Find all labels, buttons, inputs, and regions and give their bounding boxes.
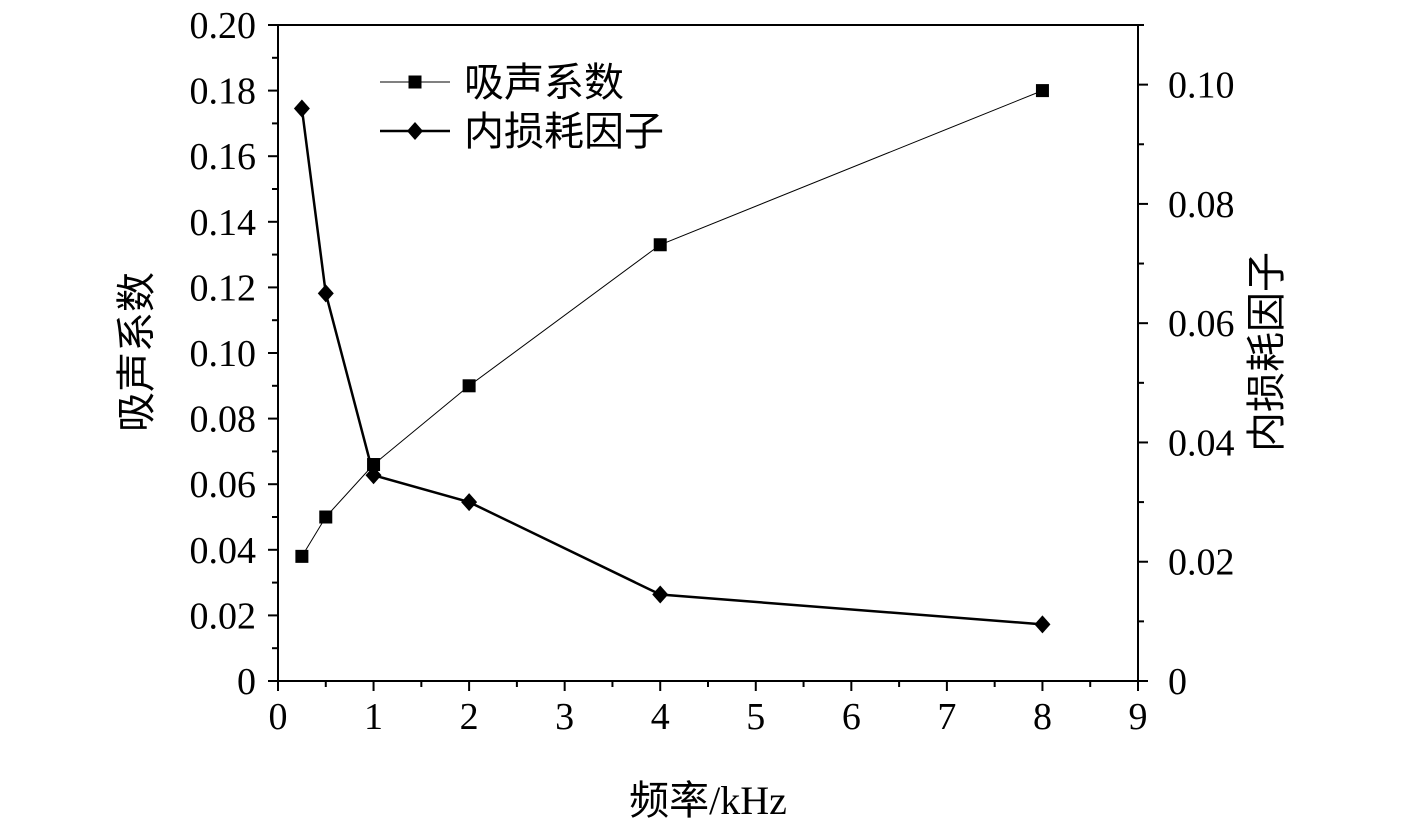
- square-point: [462, 379, 476, 393]
- x-tick-label: 9: [1129, 696, 1148, 738]
- x-tick-label: 6: [842, 696, 861, 738]
- x-tick-label: 2: [460, 696, 479, 738]
- legend-diamond-marker: [407, 122, 423, 140]
- x-tick-label: 3: [555, 696, 574, 738]
- y-left-tick-label: 0.18: [190, 71, 257, 113]
- x-tick-label: 4: [651, 696, 670, 738]
- series-layer: [293, 84, 1051, 634]
- series-line: [300, 108, 1043, 626]
- y-left-tick-label: 0.14: [190, 202, 257, 244]
- square-point: [653, 238, 667, 252]
- x-tick-label: 8: [1033, 696, 1052, 738]
- y-left-tick-label: 0: [237, 661, 256, 703]
- legend-item: 吸声系数: [380, 60, 624, 105]
- y-right-tick-label: 0: [1168, 661, 1187, 703]
- plot-frame: [277, 24, 1139, 682]
- y-left-tick-label: 0.20: [190, 5, 257, 47]
- series-loss-factor: [293, 99, 1051, 634]
- y-right-tick-label: 0.02: [1168, 542, 1235, 584]
- square-point: [295, 549, 309, 563]
- square-point: [1035, 84, 1049, 98]
- y-left-tick-label: 0.06: [190, 464, 257, 506]
- x-axis-title: 频率/kHz: [629, 778, 787, 823]
- legend-label: 内损耗因子: [464, 109, 664, 154]
- y-left-tick-label: 0.12: [190, 267, 257, 309]
- y-left-tick-label: 0.16: [190, 136, 257, 178]
- diamond-point: [317, 284, 334, 303]
- axes: 0 1 2 3 4 5 6 7 8 900.020.040.060.080.100.120.140…: [190, 5, 1235, 738]
- square-point: [319, 510, 333, 524]
- y-left-tick-label: 0.10: [190, 333, 257, 375]
- y-axis-left-title: 吸声系数: [114, 272, 159, 432]
- diamond-point: [1034, 615, 1051, 634]
- diamond-point: [652, 585, 669, 604]
- x-tick-label: 5: [746, 696, 765, 738]
- legend-square-marker: [408, 75, 422, 89]
- legend-label: 吸声系数: [464, 60, 624, 105]
- diamond-point: [293, 99, 310, 118]
- y-axis-right-title: 内损耗因子: [1244, 252, 1289, 452]
- y-right-tick-label: 0.08: [1168, 184, 1235, 226]
- y-right-tick-label: 0.04: [1168, 422, 1235, 464]
- series-line: [301, 90, 1043, 557]
- y-left-tick-label: 0.08: [190, 399, 257, 441]
- legend-item: 内损耗因子: [380, 109, 664, 154]
- diamond-point: [365, 466, 382, 485]
- x-tick-label: 0: [269, 696, 288, 738]
- diamond-point: [461, 493, 478, 512]
- x-tick-label: 7: [937, 696, 956, 738]
- y-right-tick-label: 0.10: [1168, 65, 1235, 107]
- y-right-tick-label: 0.06: [1168, 303, 1235, 345]
- y-left-tick-label: 0.02: [190, 595, 257, 637]
- x-tick-label: 1: [364, 696, 383, 738]
- y-left-tick-label: 0.04: [190, 530, 257, 572]
- series-absorption: [295, 84, 1049, 563]
